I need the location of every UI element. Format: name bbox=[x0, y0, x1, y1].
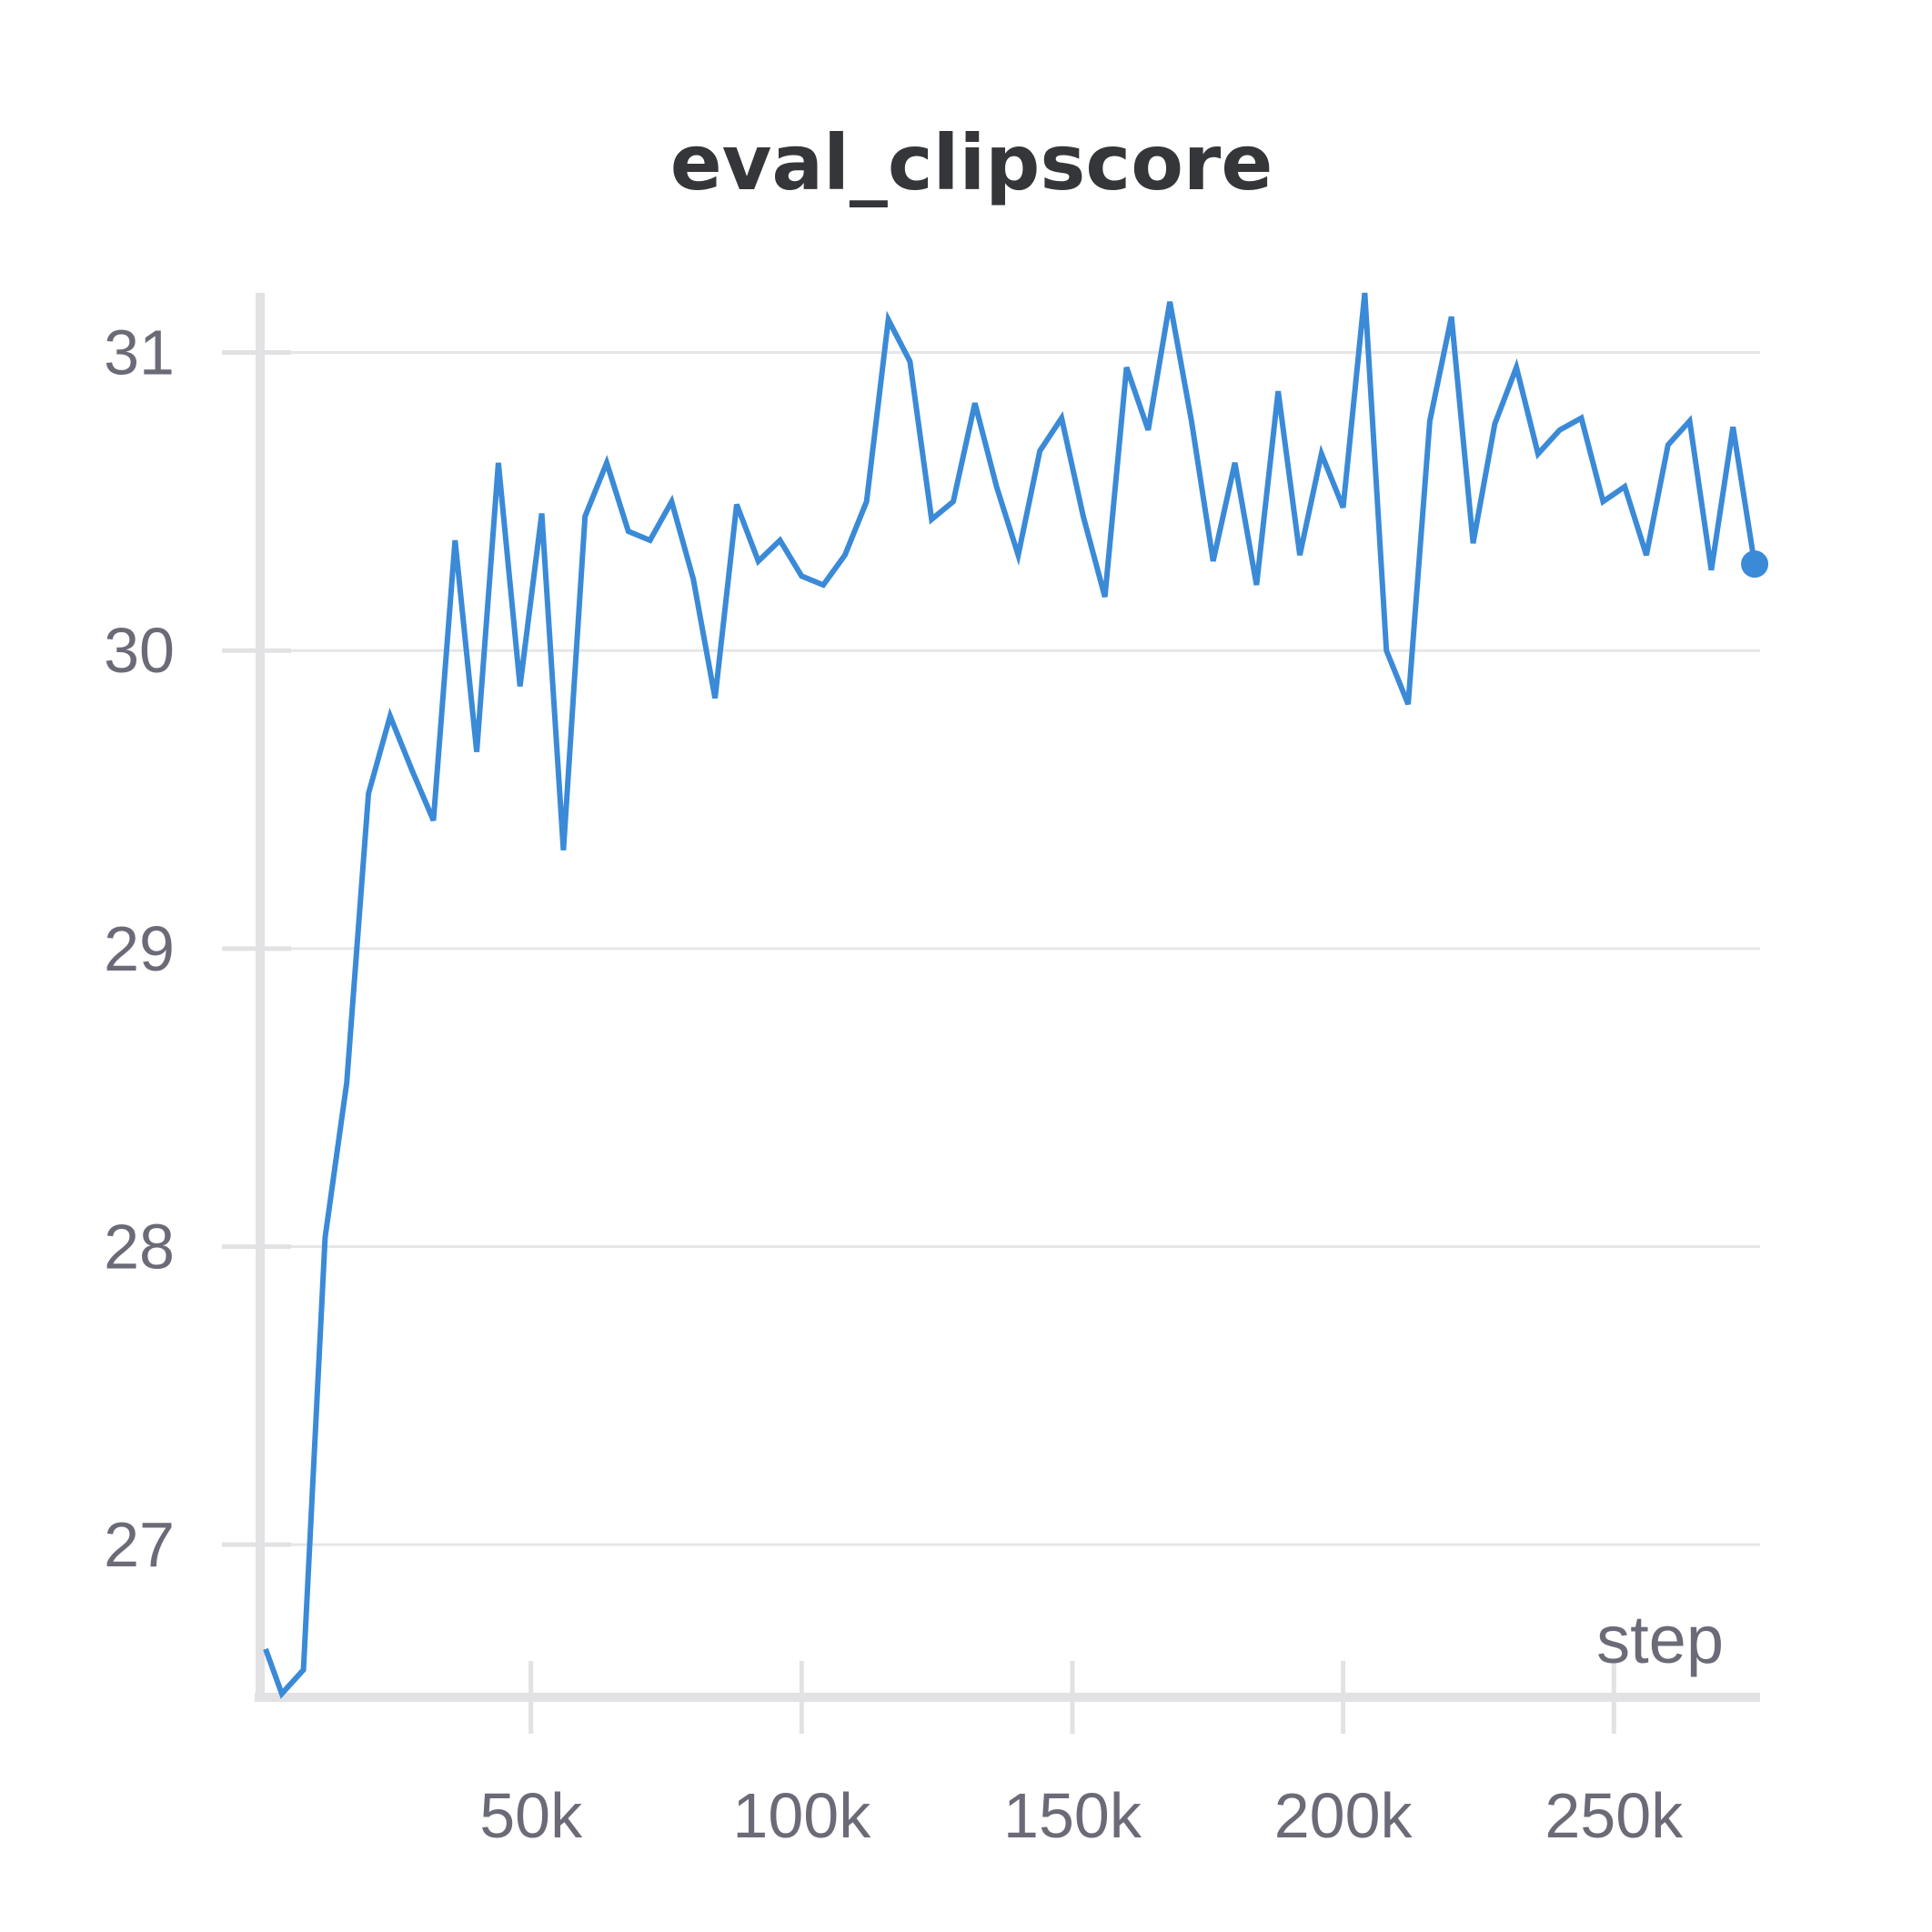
axes bbox=[222, 293, 1760, 1734]
x-tick-label: 150k bbox=[1003, 1780, 1142, 1851]
x-tick-label: 50k bbox=[479, 1780, 583, 1851]
y-tick-label: 27 bbox=[104, 1509, 175, 1580]
x-axis-label: step bbox=[1596, 1602, 1724, 1677]
y-tick-label: 29 bbox=[104, 913, 175, 984]
grid-lines bbox=[260, 351, 1760, 1546]
x-tick-label: 100k bbox=[732, 1780, 871, 1851]
series bbox=[263, 292, 1769, 1699]
y-tick-label: 28 bbox=[104, 1212, 175, 1283]
x-tick-label: 200k bbox=[1274, 1780, 1414, 1851]
x-tick-label: 250k bbox=[1545, 1780, 1684, 1851]
last-point-marker bbox=[1741, 550, 1769, 579]
tick-labels: 27 28 29 30 31 50k 100k 150k 200k 250k bbox=[104, 317, 1684, 1851]
series-line bbox=[263, 292, 1757, 1699]
chart-title: eval_clipscore bbox=[670, 118, 1273, 207]
y-tick-label: 30 bbox=[104, 615, 175, 686]
y-tick-label: 31 bbox=[104, 317, 175, 388]
